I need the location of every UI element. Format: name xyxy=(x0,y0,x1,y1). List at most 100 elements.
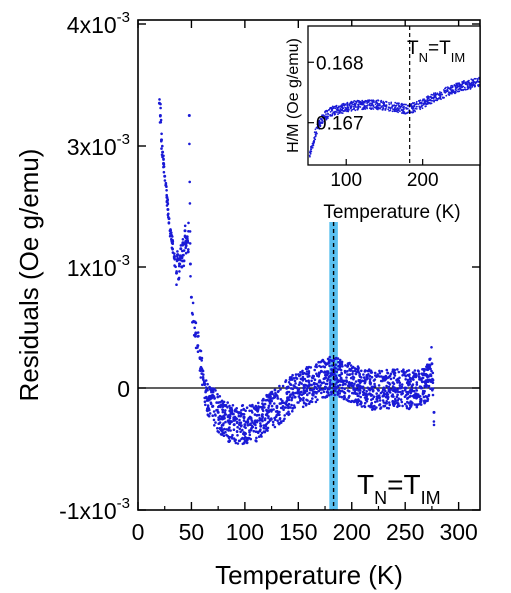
data-point xyxy=(305,379,308,383)
inset-data-point xyxy=(450,86,452,89)
data-point xyxy=(162,170,166,174)
data-point xyxy=(257,405,260,408)
data-point xyxy=(305,370,309,373)
data-point xyxy=(388,403,392,407)
data-point xyxy=(359,385,363,389)
data-point xyxy=(227,419,230,422)
data-point xyxy=(397,379,401,382)
data-point xyxy=(349,364,353,367)
data-point xyxy=(235,417,239,421)
data-point xyxy=(232,418,235,421)
data-point xyxy=(392,376,396,380)
data-point xyxy=(357,389,360,392)
data-point xyxy=(240,437,243,441)
data-point xyxy=(321,388,325,391)
inset-data-point xyxy=(376,104,378,107)
inset-data-point xyxy=(406,112,408,114)
inset-data-point xyxy=(444,87,446,90)
data-point xyxy=(235,407,238,410)
inset-data-point xyxy=(341,109,344,112)
y-tick-label: 3x10-3 xyxy=(67,131,130,160)
data-point xyxy=(419,398,423,402)
data-point xyxy=(373,407,377,410)
data-point xyxy=(225,428,228,431)
data-point xyxy=(162,158,165,161)
data-point xyxy=(400,393,403,396)
y-axis-ticks xyxy=(138,23,480,511)
inset-data-point xyxy=(460,86,462,89)
data-point xyxy=(248,409,251,413)
data-point xyxy=(223,411,227,414)
x-tick-label: 150 xyxy=(279,519,317,545)
x-tick-label: 100 xyxy=(226,519,264,545)
inset-data-point xyxy=(353,103,356,106)
inset-data-point xyxy=(472,83,475,86)
inset-data-point xyxy=(394,110,396,113)
data-point xyxy=(354,388,357,392)
inset-data-point xyxy=(375,99,378,102)
data-point xyxy=(384,389,387,393)
data-point xyxy=(212,418,216,422)
data-point xyxy=(289,406,292,409)
inset-data-point xyxy=(357,103,360,106)
data-point xyxy=(301,375,305,379)
data-point xyxy=(344,364,347,367)
data-point xyxy=(415,383,419,386)
data-point xyxy=(228,435,231,439)
data-point xyxy=(422,373,426,377)
data-point xyxy=(238,418,241,422)
inset-data-point xyxy=(339,105,342,108)
data-point xyxy=(351,370,355,373)
data-point xyxy=(357,366,360,370)
inset-data-point xyxy=(331,105,334,108)
data-point xyxy=(389,377,393,381)
data-point xyxy=(378,403,381,407)
x-tick-label: 250 xyxy=(386,519,424,545)
data-point xyxy=(412,375,416,378)
data-point xyxy=(278,417,282,420)
data-point xyxy=(229,429,232,432)
data-point xyxy=(351,391,354,395)
data-point xyxy=(200,359,203,362)
data-point xyxy=(354,380,358,383)
data-point xyxy=(288,378,292,381)
inset-background xyxy=(308,26,480,165)
inset-data-point xyxy=(413,105,416,108)
data-point xyxy=(415,381,419,384)
data-point xyxy=(326,390,329,393)
data-point xyxy=(216,408,219,412)
inset-data-point xyxy=(325,113,327,115)
inset-data-point xyxy=(313,137,316,140)
inset-data-point xyxy=(405,107,408,110)
inset-data-point xyxy=(430,97,433,100)
data-point xyxy=(316,384,320,388)
data-point xyxy=(202,373,205,376)
inset-frame xyxy=(307,25,481,166)
inset-data-point xyxy=(321,122,324,124)
inset-data-point xyxy=(436,92,439,95)
data-point xyxy=(233,439,237,443)
data-point xyxy=(414,392,417,396)
data-point xyxy=(159,120,163,124)
data-point xyxy=(240,409,243,412)
inset-data-point xyxy=(324,116,327,119)
data-point xyxy=(297,391,301,394)
data-point xyxy=(429,374,433,378)
inset-data-point xyxy=(311,146,314,149)
inset-data-point xyxy=(330,108,333,111)
data-point xyxy=(401,404,404,408)
inset-data-point xyxy=(353,105,355,108)
data-point xyxy=(267,404,271,408)
data-point xyxy=(330,390,334,394)
data-point xyxy=(342,397,346,401)
data-point xyxy=(411,383,415,386)
inset-data-point xyxy=(414,107,417,110)
data-point xyxy=(276,394,279,398)
inset-data-point xyxy=(444,91,447,94)
data-point xyxy=(311,393,314,396)
inset-data-point xyxy=(474,82,477,85)
data-point xyxy=(178,254,182,257)
y-axis-title: Residuals (Oe g/emu) xyxy=(14,149,44,402)
data-point xyxy=(227,440,230,443)
inset-data-point xyxy=(421,104,424,107)
